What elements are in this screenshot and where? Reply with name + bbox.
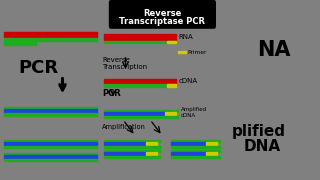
Bar <box>105 116 179 118</box>
Bar <box>146 142 157 145</box>
Text: Reverse
Transcription: Reverse Transcription <box>102 57 147 69</box>
Bar <box>4 159 97 161</box>
Bar <box>205 142 217 145</box>
Bar <box>4 146 97 148</box>
Bar <box>167 41 176 43</box>
Text: cDNA: cDNA <box>179 78 197 84</box>
Bar <box>105 152 154 155</box>
Bar <box>105 150 160 152</box>
Bar <box>171 142 214 145</box>
Bar <box>4 153 97 155</box>
Bar <box>171 152 214 155</box>
Text: PCR: PCR <box>18 59 58 77</box>
Text: DNA: DNA <box>243 139 280 154</box>
Bar <box>179 51 186 53</box>
Bar <box>105 156 160 158</box>
Bar <box>105 142 154 145</box>
Bar <box>4 38 97 40</box>
Bar <box>105 79 176 84</box>
Bar <box>105 146 160 148</box>
Bar <box>105 84 176 87</box>
Bar <box>167 84 176 87</box>
Bar <box>4 42 36 45</box>
FancyBboxPatch shape <box>109 0 216 29</box>
Bar <box>4 142 97 145</box>
Bar <box>146 152 157 155</box>
Bar <box>171 146 220 148</box>
Bar <box>105 41 176 43</box>
Bar <box>165 112 176 115</box>
Bar <box>4 109 97 113</box>
Bar <box>4 31 97 37</box>
Text: Transcriptase PCR: Transcriptase PCR <box>119 17 205 26</box>
Bar <box>171 150 220 152</box>
Bar <box>4 155 97 158</box>
Text: plified: plified <box>232 124 286 139</box>
Bar <box>105 34 176 40</box>
Bar <box>171 140 220 142</box>
Bar <box>105 110 179 112</box>
Text: PCR: PCR <box>102 89 121 98</box>
Bar <box>105 140 160 142</box>
Text: RNA: RNA <box>179 34 193 40</box>
Bar <box>4 113 97 116</box>
Text: Primer: Primer <box>187 50 206 55</box>
Bar <box>4 107 97 110</box>
Bar <box>105 112 172 115</box>
Bar <box>4 140 97 142</box>
Text: Reverse: Reverse <box>143 9 181 18</box>
Bar <box>171 156 220 158</box>
Text: Amplification: Amplification <box>102 124 146 130</box>
Bar <box>205 152 217 155</box>
Text: Amplified
cDNA: Amplified cDNA <box>181 107 207 118</box>
Text: NA: NA <box>258 40 291 60</box>
